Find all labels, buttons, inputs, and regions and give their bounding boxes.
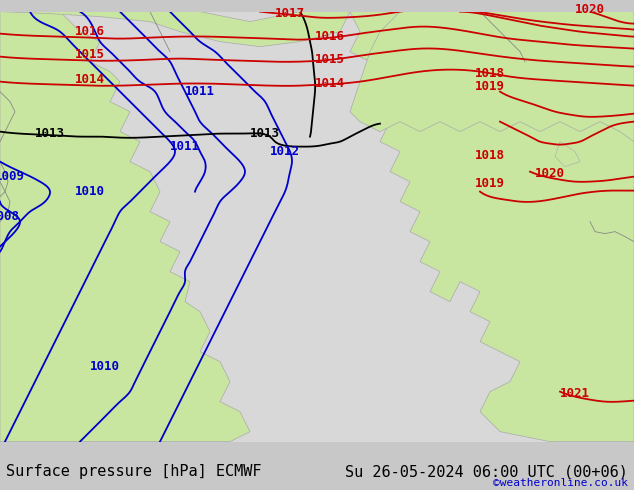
Text: 1011: 1011 [185, 85, 215, 98]
Text: 1020: 1020 [575, 3, 605, 16]
Text: 1015: 1015 [315, 53, 345, 66]
Polygon shape [575, 62, 610, 92]
Text: 1016: 1016 [75, 25, 105, 38]
Text: ©weatheronline.co.uk: ©weatheronline.co.uk [493, 478, 628, 488]
Polygon shape [0, 12, 634, 441]
Text: 1018: 1018 [475, 149, 505, 162]
Text: 1012: 1012 [270, 145, 300, 158]
Text: 1011: 1011 [170, 140, 200, 153]
Text: 1008: 1008 [0, 210, 20, 223]
Polygon shape [555, 142, 580, 167]
Polygon shape [490, 51, 520, 72]
Text: 1018: 1018 [475, 67, 505, 80]
Text: 1014: 1014 [315, 77, 345, 90]
Text: 1010: 1010 [75, 185, 105, 198]
Text: 1019: 1019 [475, 80, 505, 93]
Text: 1013: 1013 [250, 127, 280, 140]
Text: 1017: 1017 [275, 7, 305, 20]
Text: 1019: 1019 [475, 177, 505, 190]
Text: 1015: 1015 [75, 48, 105, 61]
Text: Su 26-05-2024 06:00 UTC (00+06): Su 26-05-2024 06:00 UTC (00+06) [345, 465, 628, 479]
Text: 1020: 1020 [535, 167, 565, 180]
Polygon shape [350, 12, 634, 441]
Text: 1014: 1014 [75, 73, 105, 86]
Polygon shape [0, 12, 350, 47]
Polygon shape [0, 12, 250, 441]
Text: Surface pressure [hPa] ECMWF: Surface pressure [hPa] ECMWF [6, 465, 262, 479]
Polygon shape [350, 12, 634, 142]
Text: 1010: 1010 [90, 360, 120, 373]
Text: 1021: 1021 [560, 387, 590, 400]
Text: 1009: 1009 [0, 170, 25, 183]
Text: 1013: 1013 [35, 127, 65, 140]
Text: 1016: 1016 [315, 30, 345, 43]
